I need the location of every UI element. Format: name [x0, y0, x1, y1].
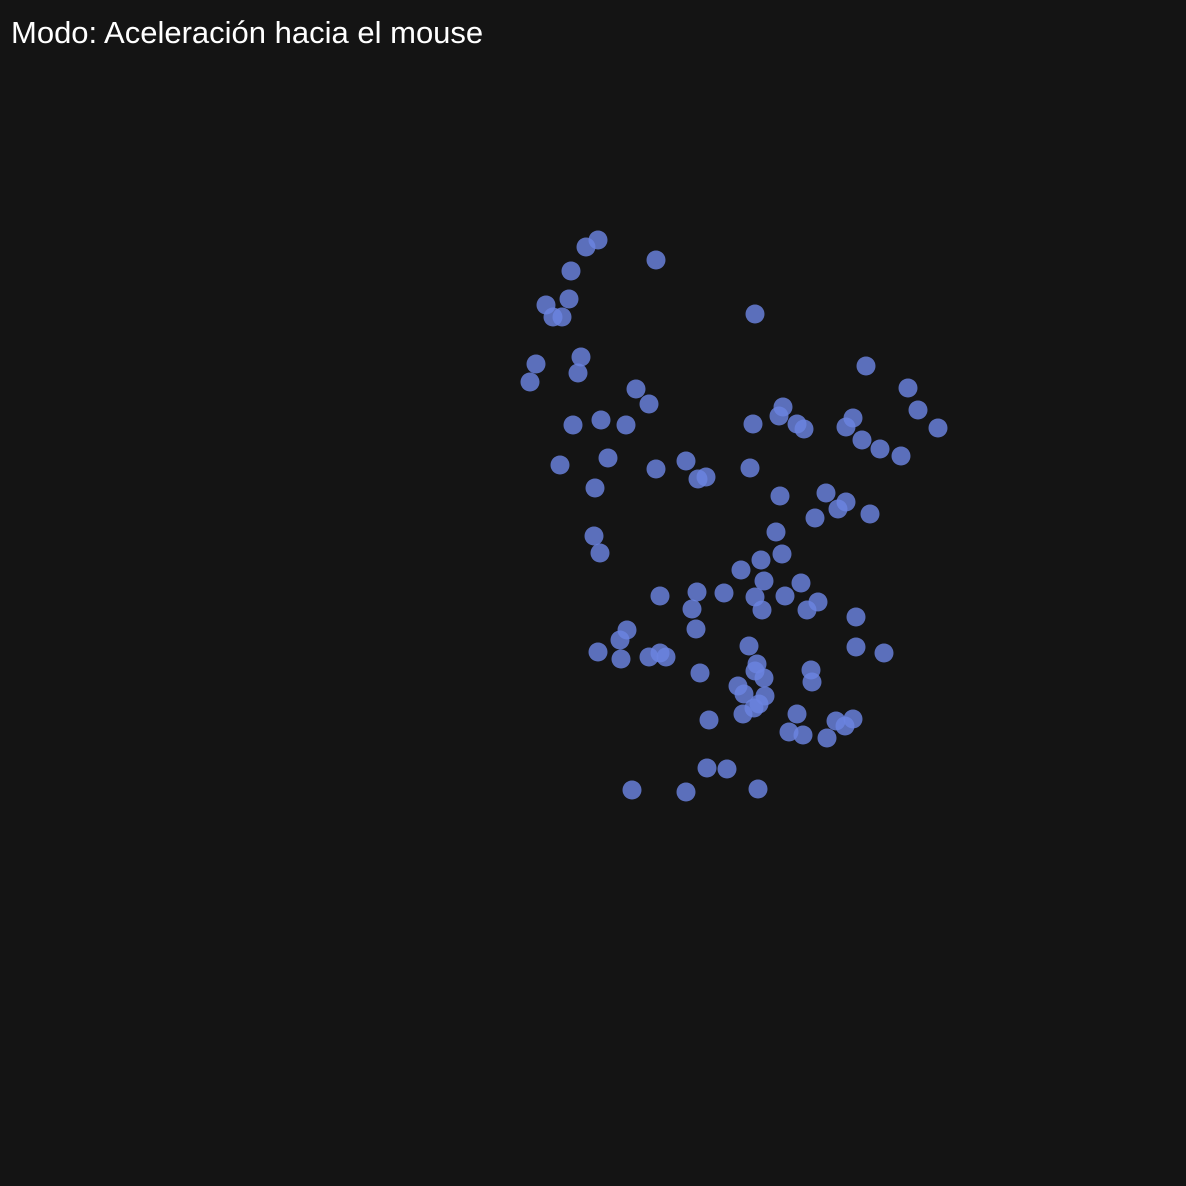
particle — [860, 504, 880, 524]
particle — [622, 780, 642, 800]
particle — [611, 649, 631, 669]
particle — [686, 619, 706, 639]
particle — [791, 573, 811, 593]
particle — [870, 439, 890, 459]
particle — [754, 668, 774, 688]
mode-label: Modo: Aceleración hacia el mouse — [11, 15, 484, 50]
particle — [656, 647, 676, 667]
particle — [828, 499, 848, 519]
particle — [770, 486, 790, 506]
particle — [626, 379, 646, 399]
particle — [787, 704, 807, 724]
particle — [717, 759, 737, 779]
particle — [650, 586, 670, 606]
particle — [766, 522, 786, 542]
particle — [676, 782, 696, 802]
particle — [775, 586, 795, 606]
particle — [687, 582, 707, 602]
particle — [639, 394, 659, 414]
particle — [616, 415, 636, 435]
particle — [571, 347, 591, 367]
particle — [731, 560, 751, 580]
particle — [682, 599, 702, 619]
particle — [699, 710, 719, 730]
particle — [550, 455, 570, 475]
particle — [559, 289, 579, 309]
particle — [697, 758, 717, 778]
particle — [743, 414, 763, 434]
particle — [772, 544, 792, 564]
particle — [836, 417, 856, 437]
particle — [590, 543, 610, 563]
particle — [696, 467, 716, 487]
particle — [852, 430, 872, 450]
particle — [846, 607, 866, 627]
particle — [734, 684, 754, 704]
particle — [928, 418, 948, 438]
particle — [748, 779, 768, 799]
particle — [856, 356, 876, 376]
particle — [816, 483, 836, 503]
particle — [584, 526, 604, 546]
particle — [794, 419, 814, 439]
particle — [754, 571, 774, 591]
particle — [802, 672, 822, 692]
particle — [526, 354, 546, 374]
particle — [846, 637, 866, 657]
particle — [797, 600, 817, 620]
particle — [745, 304, 765, 324]
particle — [898, 378, 918, 398]
particle — [874, 643, 894, 663]
particle — [793, 725, 813, 745]
particle — [690, 663, 710, 683]
particle — [843, 709, 863, 729]
particle — [568, 363, 588, 383]
particle — [733, 704, 753, 724]
particle — [817, 728, 837, 748]
particle — [739, 636, 759, 656]
particle — [598, 448, 618, 468]
particle — [676, 451, 696, 471]
particle — [588, 642, 608, 662]
particle — [891, 446, 911, 466]
particle — [714, 583, 734, 603]
particle — [805, 508, 825, 528]
particle — [591, 410, 611, 430]
particle — [610, 630, 630, 650]
particle — [751, 550, 771, 570]
particle — [752, 600, 772, 620]
particle — [585, 478, 605, 498]
particle — [908, 400, 928, 420]
particle — [646, 459, 666, 479]
particle — [646, 250, 666, 270]
particle — [740, 458, 760, 478]
particle — [520, 372, 540, 392]
particle — [552, 307, 572, 327]
particle — [576, 237, 596, 257]
particle — [769, 406, 789, 426]
particle — [563, 415, 583, 435]
particle — [561, 261, 581, 281]
